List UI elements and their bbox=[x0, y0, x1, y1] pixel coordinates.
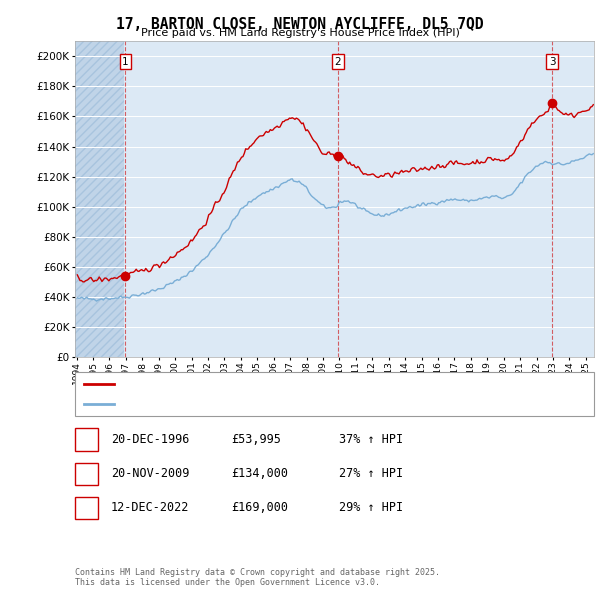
Text: 3: 3 bbox=[549, 57, 556, 67]
Text: 12-DEC-2022: 12-DEC-2022 bbox=[111, 502, 190, 514]
Text: Price paid vs. HM Land Registry's House Price Index (HPI): Price paid vs. HM Land Registry's House … bbox=[140, 28, 460, 38]
Text: £53,995: £53,995 bbox=[231, 433, 281, 446]
Text: 29% ↑ HPI: 29% ↑ HPI bbox=[339, 502, 403, 514]
Text: 2: 2 bbox=[83, 467, 90, 480]
Text: 1: 1 bbox=[83, 433, 90, 446]
Text: £169,000: £169,000 bbox=[231, 502, 288, 514]
Text: 1: 1 bbox=[122, 57, 129, 67]
Text: 2: 2 bbox=[334, 57, 341, 67]
Text: 27% ↑ HPI: 27% ↑ HPI bbox=[339, 467, 403, 480]
Text: 3: 3 bbox=[83, 502, 90, 514]
Text: HPI: Average price, semi-detached house, County Durham: HPI: Average price, semi-detached house,… bbox=[120, 399, 405, 408]
Text: 17, BARTON CLOSE, NEWTON AYCLIFFE, DL5 7QD (semi-detached house): 17, BARTON CLOSE, NEWTON AYCLIFFE, DL5 7… bbox=[120, 379, 477, 389]
Text: 17, BARTON CLOSE, NEWTON AYCLIFFE, DL5 7QD: 17, BARTON CLOSE, NEWTON AYCLIFFE, DL5 7… bbox=[116, 17, 484, 31]
Text: 37% ↑ HPI: 37% ↑ HPI bbox=[339, 433, 403, 446]
Text: Contains HM Land Registry data © Crown copyright and database right 2025.
This d: Contains HM Land Registry data © Crown c… bbox=[75, 568, 440, 587]
Text: £134,000: £134,000 bbox=[231, 467, 288, 480]
Text: 20-DEC-1996: 20-DEC-1996 bbox=[111, 433, 190, 446]
Text: 20-NOV-2009: 20-NOV-2009 bbox=[111, 467, 190, 480]
